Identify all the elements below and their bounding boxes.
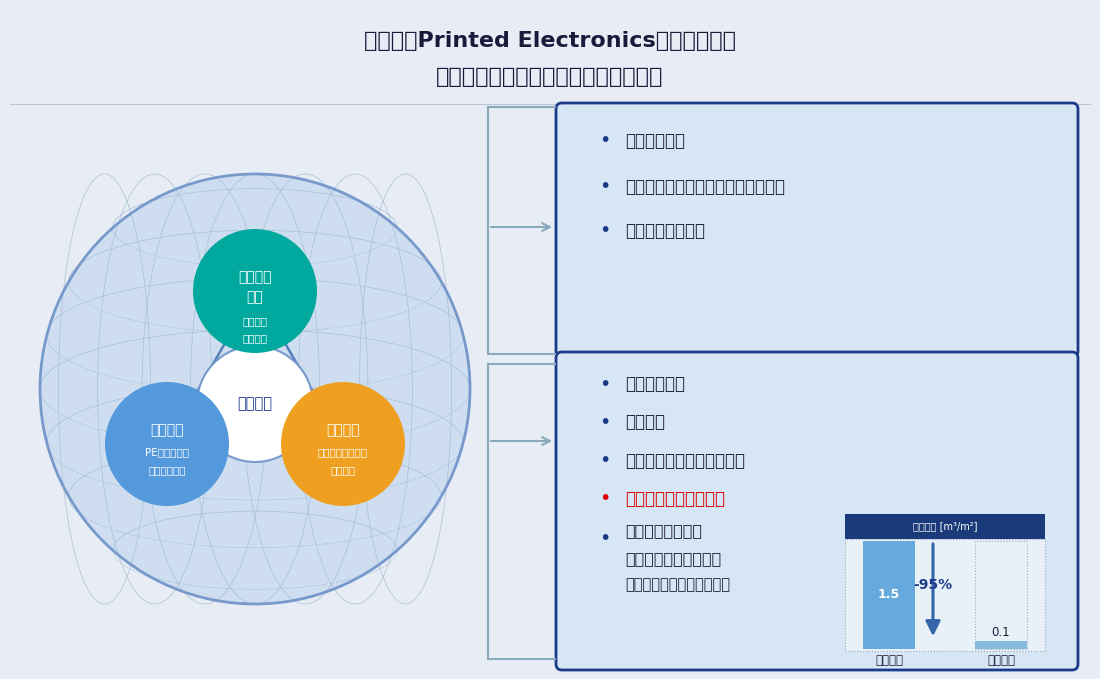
- Text: 水使用量 [m³/m²]: 水使用量 [m³/m²]: [913, 521, 977, 532]
- Circle shape: [40, 174, 470, 604]
- Text: 既存工法: 既存工法: [874, 655, 903, 667]
- Circle shape: [104, 382, 229, 506]
- Text: •: •: [600, 490, 610, 509]
- Text: 材料技術: 材料技術: [327, 423, 360, 437]
- Text: •: •: [600, 375, 610, 394]
- Text: 評価技術: 評価技術: [238, 397, 273, 411]
- Text: -95%: -95%: [913, 578, 953, 592]
- Text: •: •: [600, 177, 610, 196]
- Text: 高付加価値化: 高付加価値化: [625, 132, 685, 150]
- Bar: [845, 514, 1045, 539]
- Text: プロセス: プロセス: [239, 270, 272, 284]
- Text: PEに適合した: PEに適合した: [145, 447, 189, 457]
- Text: ストレッチャブル: ストレッチャブル: [625, 222, 705, 240]
- Bar: [975, 541, 1027, 649]
- Text: 材料メーカーとの: 材料メーカーとの: [318, 447, 368, 457]
- Circle shape: [197, 346, 314, 462]
- Circle shape: [280, 382, 405, 506]
- Text: 業界最短リードタイム: 業界最短リードタイム: [625, 490, 725, 508]
- Text: •: •: [600, 530, 610, 549]
- Text: 回路設計提案: 回路設計提案: [148, 465, 186, 475]
- Text: フレックスリジッドプリント配線板: フレックスリジッドプリント配線板: [625, 178, 785, 196]
- Text: 生産地域を選びません: 生産地域を選びません: [625, 551, 722, 566]
- Text: 水レス工程の為、: 水レス工程の為、: [625, 524, 702, 538]
- Text: 低価格化: 低価格化: [625, 413, 666, 431]
- Circle shape: [192, 229, 317, 353]
- Text: 0.1: 0.1: [992, 627, 1010, 640]
- Text: 京写は、Printed Electronics技術により、: 京写は、Printed Electronics技術により、: [364, 31, 736, 51]
- Text: お客様と新たな価値共創を目指します: お客様と新たな価値共創を目指します: [437, 67, 663, 87]
- Text: （電気があれば生産可能）: （電気があれば生産可能）: [625, 578, 730, 593]
- Text: 技術: 技術: [246, 290, 263, 304]
- Text: •: •: [600, 452, 610, 471]
- Text: 1.5: 1.5: [878, 589, 900, 602]
- Text: •: •: [600, 221, 610, 240]
- Text: •: •: [600, 132, 610, 151]
- Text: シンプル生産による効率化: シンプル生産による効率化: [625, 452, 745, 470]
- FancyBboxPatch shape: [556, 352, 1078, 670]
- Text: 共同開発: 共同開発: [330, 465, 355, 475]
- Text: 環境負荷低減: 環境負荷低減: [625, 375, 685, 393]
- Text: •: •: [600, 413, 610, 431]
- Text: 印刷技術: 印刷技術: [242, 316, 267, 326]
- Bar: [845, 539, 1045, 651]
- Text: 焼結技術: 焼結技術: [242, 333, 267, 343]
- FancyBboxPatch shape: [556, 103, 1078, 357]
- Bar: [975, 641, 1027, 649]
- Text: 弊社工法: 弊社工法: [987, 655, 1015, 667]
- Text: 設計技術: 設計技術: [151, 423, 184, 437]
- Bar: [864, 541, 915, 649]
